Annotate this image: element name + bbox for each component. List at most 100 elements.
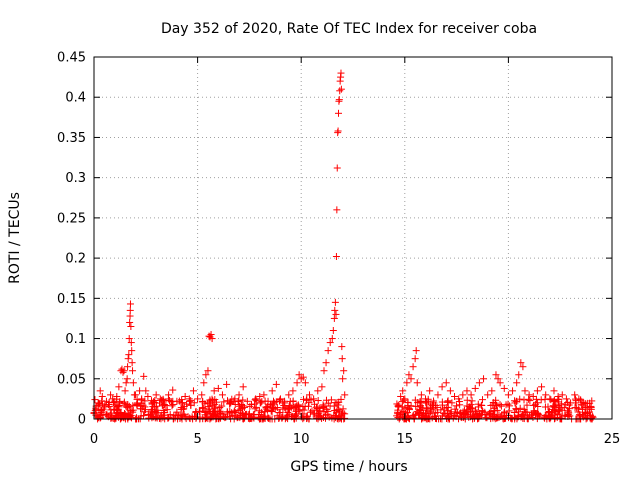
baseline-point [292, 407, 300, 415]
data-point [119, 368, 127, 376]
baseline-point [467, 401, 475, 409]
data-point [299, 373, 307, 381]
baseline-point [221, 414, 229, 422]
baseline-point [404, 398, 412, 406]
plot-frame [93, 56, 613, 420]
data-point [546, 395, 554, 403]
baseline-point [460, 413, 468, 421]
baseline-point [409, 412, 417, 420]
baseline-point [412, 402, 420, 410]
data-point [318, 383, 326, 391]
baseline-point [156, 399, 164, 407]
baseline-point [489, 398, 497, 406]
baseline-point [211, 411, 219, 419]
data-point [243, 397, 251, 405]
baseline-point [226, 400, 234, 408]
data-point [567, 399, 575, 407]
data-point [484, 391, 492, 399]
baseline-point [451, 405, 459, 413]
baseline-point [561, 411, 569, 419]
baseline-point [482, 414, 490, 422]
baseline-point [505, 402, 513, 410]
data-point [218, 391, 226, 399]
data-point [124, 363, 132, 371]
baseline-point [401, 404, 409, 412]
x-tick-label: 5 [193, 432, 201, 447]
data-point [310, 395, 318, 403]
data-point [480, 375, 488, 383]
data-point [214, 384, 222, 392]
data-point [128, 359, 136, 367]
data-point [411, 355, 419, 363]
data-point [142, 387, 150, 395]
data-point [331, 306, 339, 314]
baseline-point [278, 414, 286, 422]
baseline-point [285, 410, 293, 418]
data-point [521, 387, 529, 395]
baseline-point [313, 405, 321, 413]
data-point [152, 391, 160, 399]
baseline-point [564, 407, 572, 415]
data-point [538, 383, 546, 391]
data-point [122, 379, 130, 387]
data-point [517, 359, 525, 367]
baseline-point [520, 396, 528, 404]
data-point [336, 87, 344, 95]
grid-lines [94, 57, 612, 419]
data-point [496, 379, 504, 387]
data-point [127, 322, 135, 330]
baseline-point [186, 414, 194, 422]
baseline-point [305, 398, 313, 406]
baseline-point [432, 414, 440, 422]
data-point [332, 253, 340, 261]
baseline-point [550, 406, 558, 414]
baseline-point [474, 400, 482, 408]
baseline-point [516, 404, 524, 412]
baseline-point [133, 400, 141, 408]
data-point [575, 395, 583, 403]
data-point [442, 379, 450, 387]
data-point [583, 403, 591, 411]
data-point [98, 392, 106, 400]
data-point [399, 387, 407, 395]
data-point [260, 391, 268, 399]
baseline-point [501, 414, 509, 422]
data-point [194, 395, 202, 403]
baseline-point [459, 408, 467, 416]
data-point [430, 399, 438, 407]
data-point [107, 391, 115, 399]
data-point [337, 69, 345, 77]
data-point [337, 85, 345, 93]
data-point [471, 384, 479, 392]
baseline-point [241, 403, 249, 411]
data-point [181, 392, 189, 400]
data-point [126, 306, 134, 314]
baseline-point [252, 403, 260, 411]
baseline-point [437, 406, 445, 414]
baseline-point [91, 396, 99, 404]
baseline-point [147, 410, 155, 418]
data-point [338, 355, 346, 363]
baseline-point [298, 410, 306, 418]
baseline-point [120, 400, 128, 408]
y-tick-label: 0.45 [57, 51, 86, 66]
data-point [329, 327, 337, 335]
baseline-point [254, 413, 262, 421]
baseline-point [444, 398, 452, 406]
data-point [451, 392, 459, 400]
baseline-point [468, 397, 476, 405]
data-point [338, 343, 346, 351]
baseline-point [180, 410, 188, 418]
data-point [417, 391, 425, 399]
data-point [136, 387, 144, 395]
baseline-point [276, 409, 284, 417]
data-point [397, 392, 405, 400]
baseline-point [491, 407, 499, 415]
data-point [331, 298, 339, 306]
baseline-point [555, 395, 563, 403]
baseline-point [330, 412, 338, 420]
data-point [533, 387, 541, 395]
data-point [165, 391, 173, 399]
data-point [124, 355, 132, 363]
